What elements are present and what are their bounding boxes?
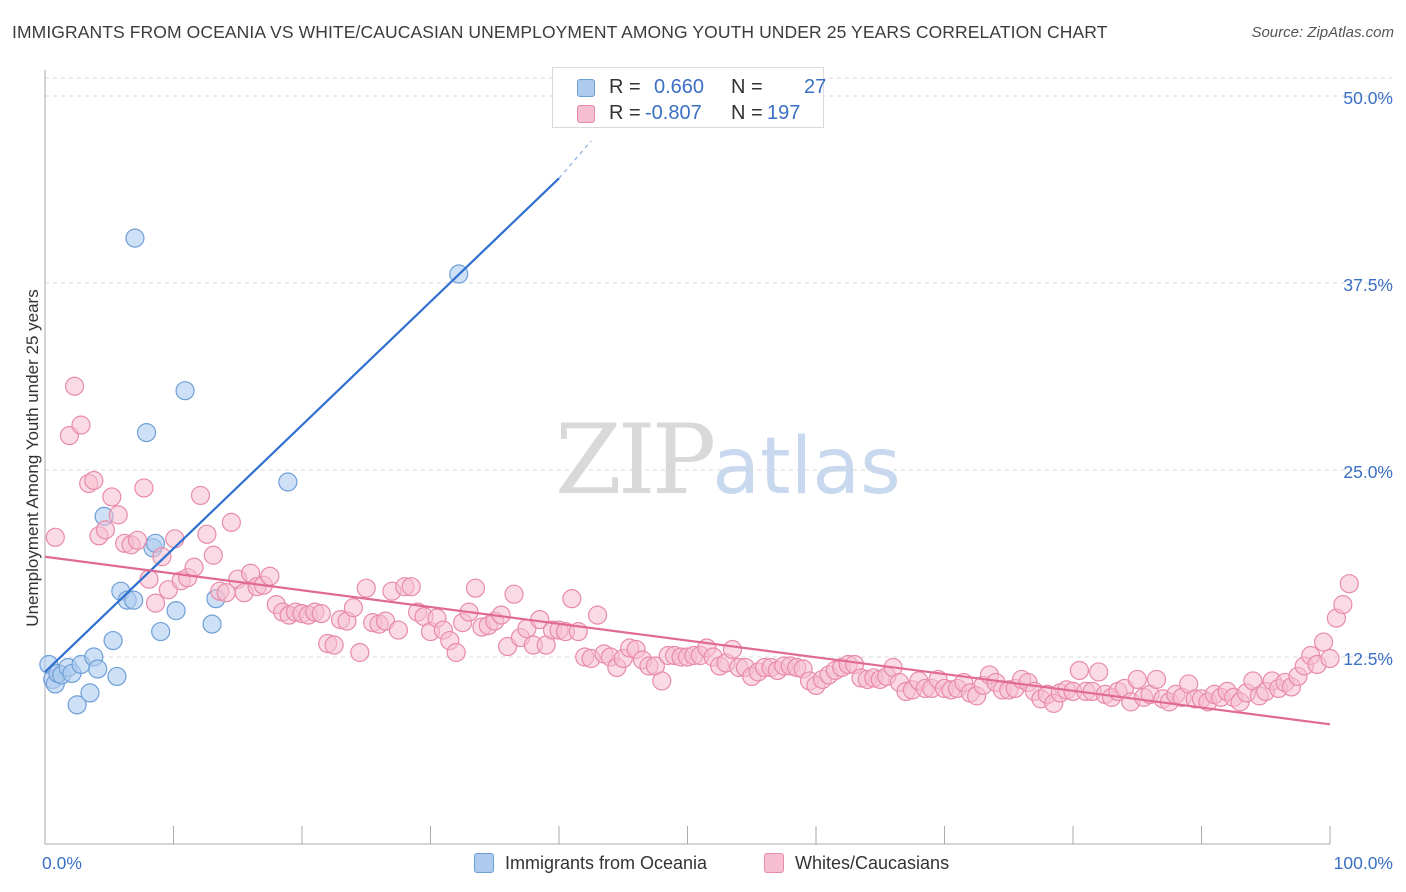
stats-legend: R = 0.660 N = 27 R = -0.807 N = 197 <box>552 67 827 128</box>
legend-n-label: N = <box>731 102 763 124</box>
legend-swatch-pink <box>764 853 784 873</box>
data-point-oceania <box>136 423 157 443</box>
data-point-white <box>1089 662 1109 682</box>
legend-r-value: -0.807 <box>645 102 702 124</box>
axes <box>44 70 1331 845</box>
data-point-white <box>1333 595 1353 615</box>
data-point-white <box>1146 669 1167 690</box>
data-point-white <box>64 376 85 396</box>
trend-line-oceania-extension <box>558 140 592 179</box>
data-point-white <box>145 593 166 613</box>
data-point-white <box>260 566 280 586</box>
legend-r-label: R = <box>609 102 641 124</box>
y-tick-label: 37.5% <box>1343 275 1393 295</box>
y-tick-label: 50.0% <box>1343 88 1393 108</box>
legend-swatch-blue <box>577 79 595 97</box>
y-tick-label: 12.5% <box>1343 649 1393 669</box>
data-point-white <box>165 529 185 549</box>
data-point-white <box>350 642 370 663</box>
legend-row-white: R = -0.807 N = 197 <box>553 102 823 126</box>
data-point-white <box>84 470 104 491</box>
data-point-white <box>465 578 486 598</box>
data-point-oceania <box>278 472 298 492</box>
data-point-oceania <box>80 683 100 703</box>
data-point-white <box>108 505 128 525</box>
legend-row-oceania: R = 0.660 N = 27 <box>553 76 827 100</box>
data-point-white <box>190 485 211 506</box>
data-point-white <box>1313 632 1334 652</box>
data-point-oceania <box>107 666 127 687</box>
data-point-white <box>45 527 65 547</box>
data-point-white <box>652 671 672 691</box>
data-point-white <box>446 642 466 663</box>
x-tick-label: 100.0% <box>1334 853 1393 873</box>
data-point-oceania <box>175 381 195 401</box>
data-point-white <box>722 639 743 660</box>
chart-title: IMMIGRANTS FROM OCEANIA VS WHITE/CAUCASI… <box>12 22 1108 42</box>
data-point-white <box>152 547 172 567</box>
data-point-white <box>1069 660 1090 681</box>
data-point-white <box>401 577 421 597</box>
data-point-oceania <box>166 601 186 621</box>
series-white-points <box>45 376 1359 713</box>
data-point-white <box>184 557 204 577</box>
legend-r-label: R = <box>609 76 641 98</box>
data-point-oceania <box>151 621 171 642</box>
source-credit: Source: ZipAtlas.com <box>1251 24 1394 41</box>
data-point-white <box>1339 574 1359 594</box>
legend-n-value: 197 <box>767 102 801 124</box>
data-point-white <box>203 545 223 565</box>
data-point-oceania <box>88 659 108 679</box>
x-tick-label: 0.0% <box>42 853 82 873</box>
data-point-oceania <box>103 630 123 651</box>
legend-n-label: N = <box>731 76 763 98</box>
legend-swatch-pink <box>577 105 595 123</box>
data-point-white <box>388 620 408 640</box>
data-point-white <box>504 584 524 604</box>
y-axis-label: Unemployment Among Youth under 25 years <box>23 289 42 626</box>
data-point-oceania <box>202 614 222 634</box>
data-point-white <box>134 478 154 498</box>
data-point-oceania <box>67 695 87 715</box>
data-point-white <box>95 520 115 540</box>
trend-line-oceania <box>44 177 560 673</box>
data-point-white <box>562 589 582 609</box>
legend-n-value: 27 <box>804 76 827 98</box>
data-point-white <box>1127 669 1147 690</box>
data-point-white <box>102 487 122 507</box>
data-point-white <box>343 598 363 618</box>
watermark-atlas: atlas <box>712 422 901 512</box>
data-point-white <box>587 605 608 625</box>
data-point-white <box>71 415 91 435</box>
legend-swatch-blue <box>474 853 494 873</box>
data-point-oceania <box>124 590 144 610</box>
data-point-white <box>311 604 331 624</box>
data-point-white <box>127 530 148 550</box>
data-point-white <box>221 512 241 532</box>
data-point-white <box>356 578 376 598</box>
y-tick-label: 25.0% <box>1343 462 1393 482</box>
watermark-zip: ZIP <box>555 404 716 516</box>
legend-label-oceania: Immigrants from Oceania <box>505 853 708 873</box>
data-point-white <box>324 635 344 655</box>
data-point-white <box>1320 648 1340 669</box>
trend-lines <box>44 140 1331 726</box>
data-point-white <box>197 524 217 544</box>
legend-r-value: 0.660 <box>654 76 705 98</box>
series-oceania-points <box>39 228 469 715</box>
legend-label-white: Whites/Caucasians <box>795 853 950 873</box>
trend-line-white <box>44 555 1331 726</box>
data-point-oceania <box>125 228 145 248</box>
watermark: ZIPatlas <box>555 404 901 516</box>
tick-labels: 12.5% 25.0% 37.5% 50.0% 0.0% 100.0% <box>42 88 1393 873</box>
